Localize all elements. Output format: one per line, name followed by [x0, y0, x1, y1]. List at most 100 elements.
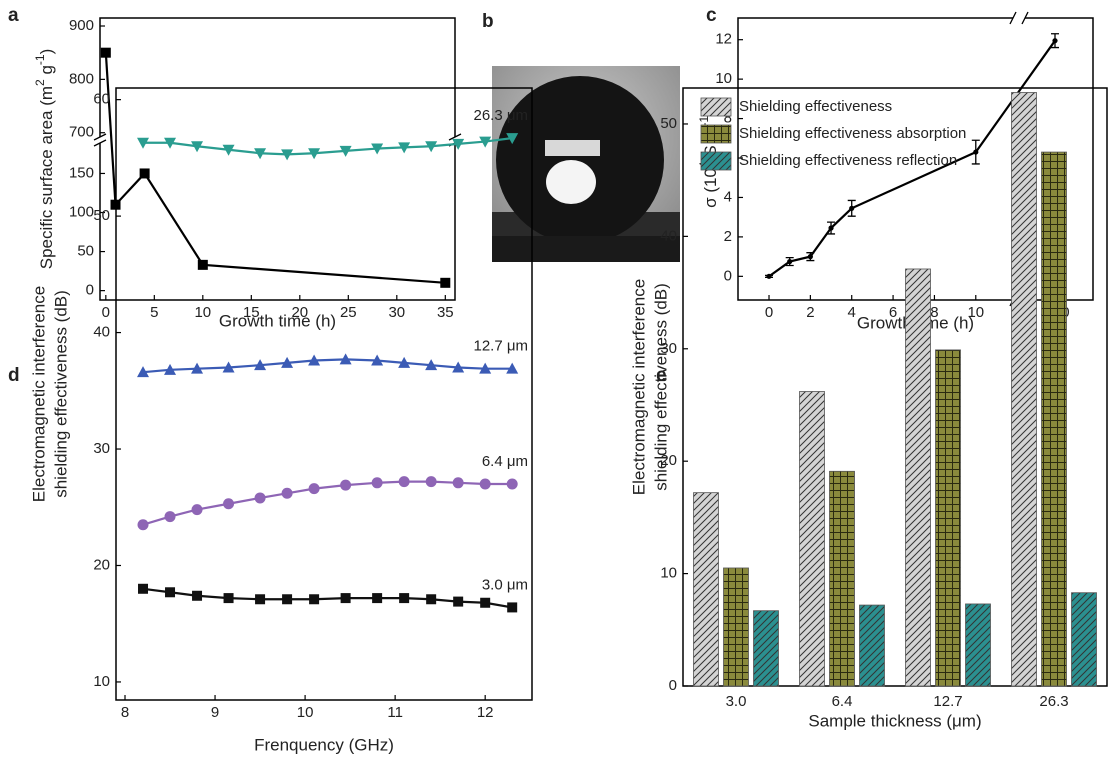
marker [340, 479, 352, 491]
legend-swatch [700, 124, 732, 144]
series-label: 6.4 μm [482, 453, 528, 470]
axis-break-mark [93, 133, 107, 141]
marker [254, 359, 267, 371]
marker [197, 259, 208, 270]
marker [425, 476, 437, 488]
bar [829, 470, 855, 687]
legend-label: Shielding effectiveness [739, 98, 892, 115]
marker [372, 593, 383, 604]
marker [137, 137, 150, 149]
y-axis-title: shielding effectiveness (dB) [651, 283, 670, 491]
y-tick-label: 900 [69, 17, 94, 34]
marker [308, 148, 321, 160]
marker [254, 148, 267, 160]
bar [935, 349, 961, 687]
panel-label: d [8, 365, 20, 386]
marker [480, 597, 491, 608]
x-tick-label: 4 [848, 304, 856, 321]
y-tick-label: 700 [69, 124, 94, 141]
x-axis-title: Growth time (h) [219, 311, 336, 330]
panel-label: b [482, 11, 494, 32]
title-part: σ (10 [701, 168, 720, 208]
marker [281, 487, 293, 499]
x-tick-label: 9 [211, 704, 219, 721]
bar [965, 603, 991, 687]
y-tick-label: 2 [724, 228, 732, 245]
marker [223, 498, 235, 510]
plot-frame [99, 17, 456, 301]
marker [191, 504, 203, 516]
marker [309, 594, 320, 605]
y-axis-title: Specific surface area (m2 g-1) [33, 49, 56, 270]
x-tick-label: 26.3 [1039, 693, 1068, 710]
x-tick-label: 0 [765, 304, 773, 321]
marker [453, 596, 464, 607]
axis-break-gap [1013, 15, 1025, 21]
marker [191, 362, 204, 374]
marker [506, 362, 519, 374]
marker [452, 361, 465, 373]
bar [905, 268, 931, 687]
y-tick-label: 50 [93, 207, 110, 224]
title-part: Specific surface area (m [37, 86, 56, 269]
axis-break-mark [1021, 11, 1029, 25]
superscript: 2 [33, 79, 47, 86]
marker [426, 594, 437, 605]
marker [281, 149, 294, 161]
axis-break-mark [93, 139, 107, 147]
marker [137, 366, 150, 378]
marker [139, 168, 150, 179]
marker [398, 142, 411, 154]
y-tick-label: 800 [69, 70, 94, 87]
x-tick-label: 20 [291, 304, 308, 321]
plot-frame [115, 87, 533, 701]
y-tick-label: 0 [669, 677, 677, 694]
marker [452, 138, 465, 150]
y-axis-title: Electromagnetic interference [629, 279, 648, 495]
plot-frame [682, 87, 1108, 687]
panel-label: c [706, 5, 717, 26]
marker [308, 354, 321, 366]
x-tick-label: 11 [387, 704, 403, 721]
marker [425, 141, 438, 153]
marker [479, 478, 491, 490]
legend-swatch [700, 97, 732, 117]
series-label: 26.3 μm [474, 107, 529, 124]
legend-label: Shielding effectiveness absorption [739, 125, 966, 142]
marker [138, 583, 149, 594]
title-part: ) [37, 49, 56, 55]
marker [165, 587, 176, 598]
x-tick-label: 10 [297, 704, 314, 721]
x-tick-label: 12.7 [933, 693, 962, 710]
x-tick-label: 8 [930, 304, 938, 321]
marker [479, 362, 492, 374]
legend-swatch [700, 151, 732, 171]
marker [507, 602, 518, 613]
axis-break-mark [1009, 11, 1017, 25]
title-part: g [37, 65, 56, 79]
marker [137, 519, 149, 531]
marker [281, 356, 294, 368]
y-tick-label: 10 [660, 565, 677, 582]
marker [192, 590, 203, 601]
x-tick-label: 2 [806, 304, 814, 321]
x-tick-label: 8 [121, 704, 129, 721]
marker [255, 594, 266, 605]
superscript: -1 [33, 54, 47, 65]
bar [1071, 592, 1097, 687]
x-axis-title: Frenquency (GHz) [254, 735, 394, 754]
bar [799, 391, 825, 687]
marker [339, 145, 352, 157]
marker [371, 477, 383, 489]
marker [340, 593, 351, 604]
marker [506, 133, 519, 145]
bar [1011, 92, 1037, 687]
y-axis-title: Electromagnetic interference [29, 286, 48, 502]
bar [723, 567, 749, 687]
x-tick-label: 10 [194, 304, 211, 321]
series-label: 3.0 μm [482, 576, 528, 593]
contact-angle-photo [492, 66, 680, 262]
y-tick-label: 4 [724, 188, 732, 205]
marker [222, 144, 235, 156]
marker [398, 476, 410, 488]
